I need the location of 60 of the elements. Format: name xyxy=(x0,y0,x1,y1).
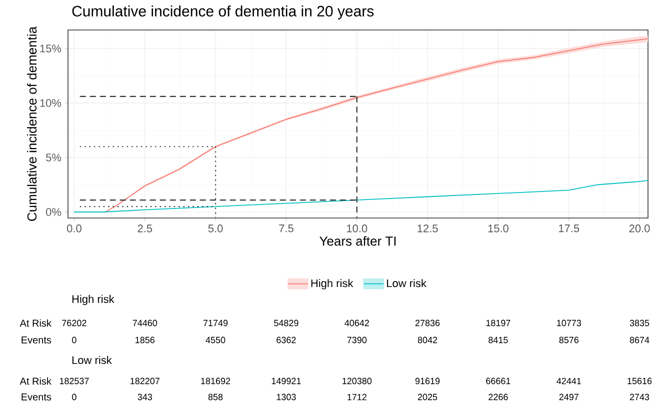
x-tick-label: 12.5 xyxy=(418,224,438,232)
text: 2497 xyxy=(559,394,578,400)
text: 8576 xyxy=(559,336,579,344)
x-tick-label: 0.0 xyxy=(66,224,82,232)
text: 858 xyxy=(208,394,223,400)
text: 0 xyxy=(72,336,76,344)
text: 2266 xyxy=(488,394,508,400)
text: 2025 xyxy=(418,394,438,400)
text: At Risk xyxy=(20,319,52,327)
x-tick-label: 2.5 xyxy=(138,224,152,232)
y-tick-label: 15% xyxy=(40,44,62,52)
text: 3835 xyxy=(630,320,650,326)
text: Events xyxy=(22,394,52,400)
text: 120380 xyxy=(342,378,372,384)
text: 40642 xyxy=(344,320,369,326)
text: 8415 xyxy=(488,336,508,344)
text: 1856 xyxy=(136,336,155,344)
text: 42441 xyxy=(556,378,581,384)
text: Low risk xyxy=(72,356,112,364)
x-tick-label: 17.5 xyxy=(558,224,580,232)
x-tick-label: 10.0 xyxy=(346,224,368,232)
legend-label: Low risk xyxy=(387,279,426,288)
x-tick-label: 5.0 xyxy=(208,224,223,232)
y-tick-label: 10% xyxy=(40,99,62,107)
text: 76202 xyxy=(62,320,86,326)
x-tick-label: 7.5 xyxy=(279,224,294,232)
text: 1712 xyxy=(348,394,366,400)
text: 8042 xyxy=(418,336,438,344)
x-tick-label: 20.0 xyxy=(629,224,650,232)
x-axis-title: Years after TI xyxy=(320,236,396,246)
text: 54829 xyxy=(274,320,298,326)
text: 182207 xyxy=(130,378,160,384)
text: Events xyxy=(22,336,52,344)
text: 74460 xyxy=(132,320,158,326)
x-tick-label: 15.0 xyxy=(488,224,508,232)
text: 10773 xyxy=(557,320,582,326)
text: 149921 xyxy=(272,378,301,384)
text: 182537 xyxy=(60,378,89,384)
chart-title: Cumulative incidence of dementia in 20 years xyxy=(72,5,374,20)
text: 8674 xyxy=(630,336,650,344)
text: 6362 xyxy=(276,336,296,344)
y-axis-title: Cumulative incidence of dementia xyxy=(27,26,37,221)
text: 0 xyxy=(72,394,76,400)
text: 66661 xyxy=(486,378,510,384)
text: 27836 xyxy=(415,320,440,326)
text: 15616 xyxy=(628,378,652,384)
text: 4550 xyxy=(206,336,226,344)
text: High risk xyxy=(72,294,114,306)
text: 18197 xyxy=(486,320,510,326)
text: 181692 xyxy=(201,378,230,384)
y-tick-label: 5% xyxy=(46,154,62,162)
text: 71749 xyxy=(203,320,228,326)
text: 7390 xyxy=(347,336,367,344)
text: 1303 xyxy=(276,394,296,400)
text: 2743 xyxy=(630,394,650,400)
text: At Risk xyxy=(20,377,52,385)
text: 91619 xyxy=(415,378,440,384)
legend-label: High risk xyxy=(311,279,354,290)
y-tick-label: 0% xyxy=(46,208,62,216)
text: 343 xyxy=(138,394,152,400)
